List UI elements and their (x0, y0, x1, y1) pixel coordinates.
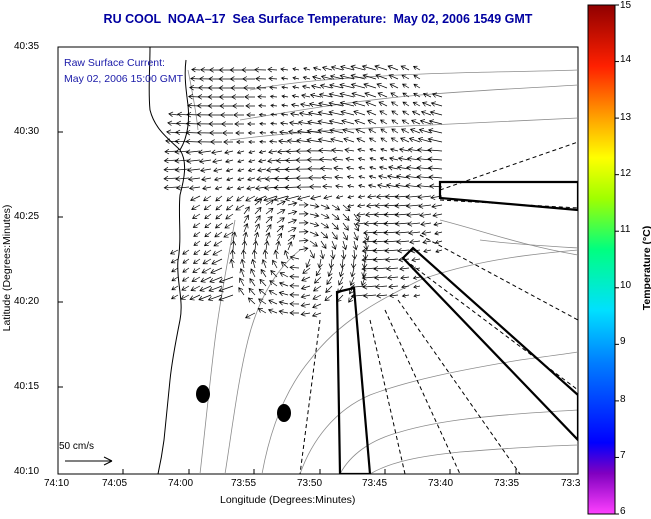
x-tick-label: 74:10 (44, 478, 70, 489)
y-tick-label: 40:20 (14, 296, 40, 307)
x-tick-label: 73:35 (494, 478, 520, 489)
axis-ticks (57, 46, 579, 475)
map-frame (57, 46, 579, 475)
scale-arrow-label: 50 cm/s (59, 441, 95, 452)
colorbar-tick-label: 8 (620, 394, 626, 405)
x-tick-label: 73:50 (297, 478, 323, 489)
colorbar-tick-label: 10 (620, 280, 632, 291)
transect-lines (299, 141, 578, 474)
colorbar-label: Temperature (°C) (641, 225, 651, 311)
colorbar-tick-label: 12 (620, 168, 632, 179)
x-tick-label: 73:3 (561, 478, 581, 489)
colorbar-tick-label: 13 (620, 112, 632, 123)
current-annotation-line1: Raw Surface Current: (64, 57, 165, 69)
colorbar-tick-label: 7 (620, 450, 626, 461)
y-tick-label: 40:25 (14, 211, 40, 222)
x-tick-label: 74:00 (168, 478, 194, 489)
buoy-marker (196, 385, 210, 403)
map-title: RU COOL NOAA–17 Sea Surface Temperature:… (103, 12, 533, 26)
coastline (148, 47, 186, 474)
colorbar-ticks (615, 4, 619, 515)
y-tick-label: 40:30 (14, 126, 40, 137)
site-polygons (335, 180, 578, 474)
colorbar-tick-label: 11 (620, 224, 631, 235)
y-axis-label: Latitude (Degrees:Minutes) (1, 204, 13, 332)
colorbar (587, 4, 616, 515)
current-vectors (163, 64, 443, 319)
current-annotation-line2: May 02, 2006 15:00 GMT (64, 73, 184, 85)
x-axis-label: Longitude (Degrees:Minutes) (220, 494, 356, 506)
x-tick-label: 74:05 (102, 478, 128, 489)
colorbar-tick-label: 14 (620, 54, 632, 65)
scale-arrow (65, 456, 113, 466)
x-tick-label: 73:40 (428, 478, 454, 489)
colorbar-tick-label: 15 (620, 0, 632, 11)
colorbar-tick-label: 6 (620, 506, 626, 517)
x-tick-label: 73:45 (362, 478, 388, 489)
y-tick-label: 40:15 (14, 381, 40, 392)
y-tick-label: 40:10 (14, 466, 40, 477)
x-tick-label: 73:55 (231, 478, 257, 489)
colorbar-tick-label: 9 (620, 336, 626, 347)
buoy-marker (277, 404, 291, 422)
y-tick-label: 40:35 (14, 41, 40, 52)
